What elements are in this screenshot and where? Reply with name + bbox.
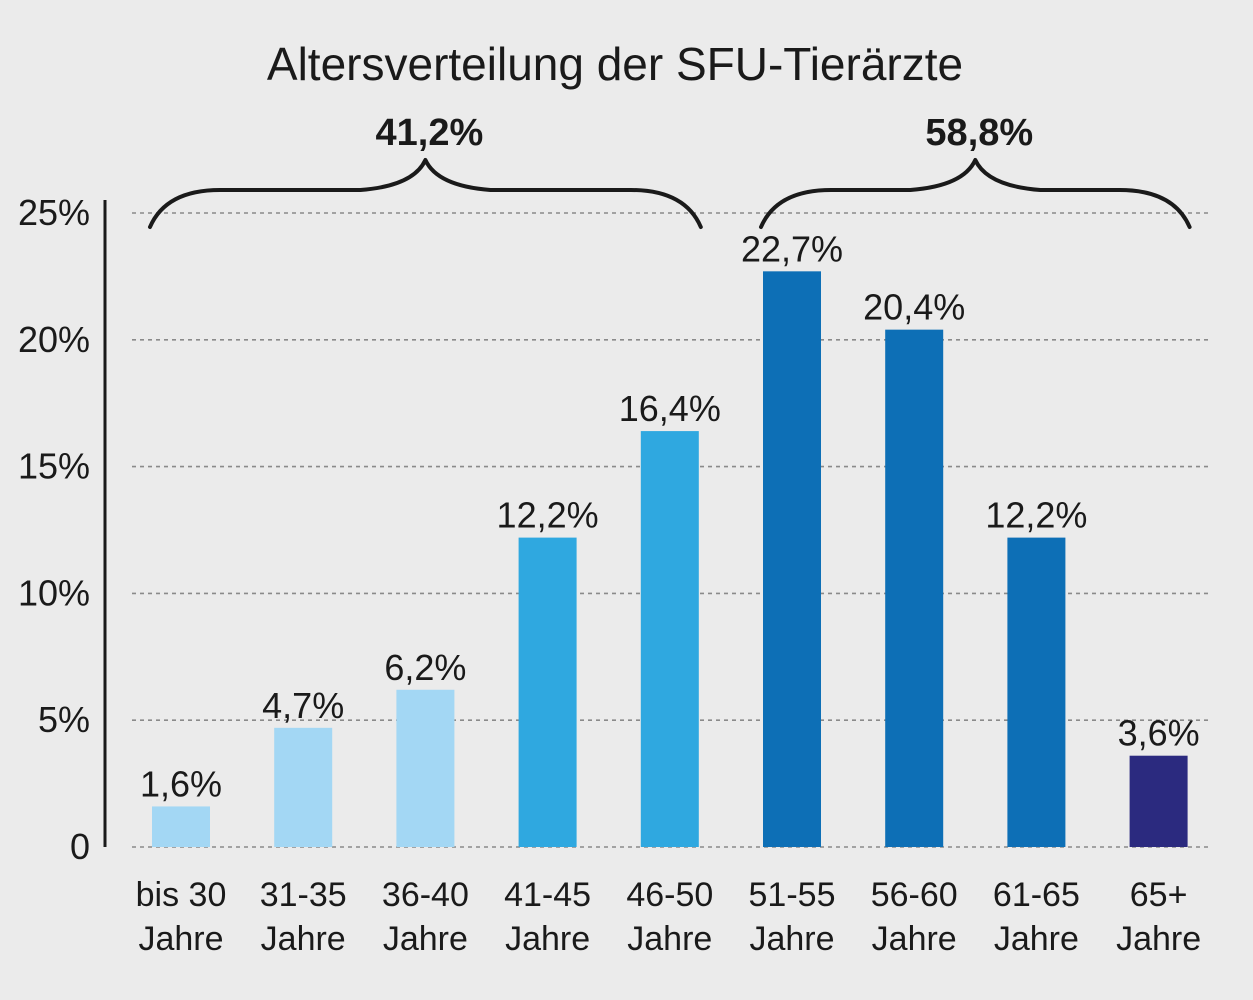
x-tick-label: 31-35 (260, 876, 347, 914)
x-tick-label: Jahre (627, 920, 712, 958)
x-tick-label: 41-45 (504, 876, 591, 914)
x-tick-label: Jahre (872, 920, 957, 958)
y-tick-label: 10% (18, 572, 90, 613)
bar-value-label: 20,4% (863, 287, 965, 328)
bar-value-label: 4,7% (262, 685, 344, 726)
bar-value-label: 22,7% (741, 228, 843, 269)
bar (396, 689, 455, 847)
bar (518, 537, 577, 847)
x-tick-label: bis 30 (136, 876, 227, 914)
bar (1007, 537, 1066, 847)
bar (152, 806, 210, 847)
x-tick-label: 61-65 (993, 876, 1080, 914)
x-tick-label: 36-40 (382, 876, 469, 914)
group-braces: 41,2% 58,8% (148, 112, 1192, 229)
x-tick-label: Jahre (1116, 920, 1201, 958)
bar-value-label: 1,6% (140, 763, 222, 804)
bar-value-label: 6,2% (384, 647, 466, 688)
x-tick-label: 46-50 (626, 876, 713, 914)
group-brace (148, 158, 703, 229)
bar (640, 431, 699, 847)
x-tick-label: 56-60 (871, 876, 958, 914)
y-tick-label: 25% (18, 192, 90, 233)
y-tick-label: 5% (38, 699, 90, 740)
bar-value-label: 3,6% (1118, 713, 1200, 754)
x-tick-label: Jahre (994, 920, 1079, 958)
group-brace (759, 158, 1192, 229)
bar (274, 727, 333, 847)
group-total-label: 58,8% (925, 112, 1033, 154)
y-tick-label: 20% (18, 319, 90, 360)
bars: 1,6% 4,7% 6,2% 12,2% 16,4% 22,7% 20,4% 12,2% 3,6… (140, 228, 1200, 847)
bar-value-label: 12,2% (985, 495, 1087, 536)
x-axis-labels: bis 30 Jahre 31-35 Jahre 36-40 Jahre 41-45 Jahr… (136, 876, 1201, 958)
bar-value-label: 12,2% (497, 495, 599, 536)
x-tick-label: 65+ (1130, 876, 1188, 914)
chart-title: Altersverteilung der SFU-Tierärzte (267, 38, 963, 90)
bar (1129, 755, 1188, 847)
x-tick-label: 51-55 (749, 876, 836, 914)
x-tick-label: Jahre (749, 920, 834, 958)
x-tick-label: Jahre (138, 920, 223, 958)
bar (885, 329, 944, 847)
x-tick-label: Jahre (505, 920, 590, 958)
y-axis-ticks: 0 5% 10% 15% 20% 25% (18, 192, 90, 867)
y-tick-label: 0 (70, 826, 90, 867)
group-total-label: 41,2% (376, 112, 484, 154)
bar (763, 271, 821, 847)
bar-value-label: 16,4% (619, 388, 721, 429)
x-tick-label: Jahre (261, 920, 346, 958)
x-tick-label: Jahre (383, 920, 468, 958)
y-tick-label: 15% (18, 446, 90, 487)
